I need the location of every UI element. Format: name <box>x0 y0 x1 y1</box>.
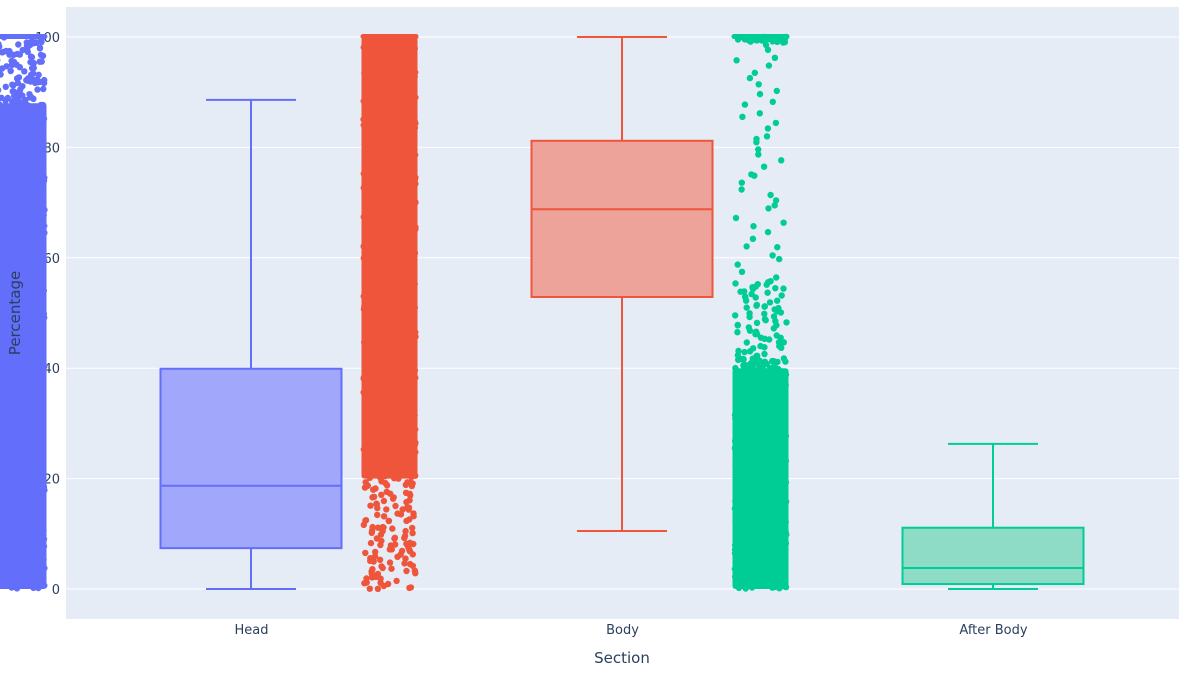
y-tick-label: 80 <box>43 141 60 156</box>
x-axis-tick-labels: Head Body After Body <box>235 623 1028 638</box>
y-axis-title: Percentage <box>6 271 24 355</box>
x-tick-label: After Body <box>959 623 1027 638</box>
trace-after-body[interactable] <box>731 33 1085 592</box>
box-traces <box>0 33 1085 592</box>
iqr-box <box>159 367 343 550</box>
iqr-box <box>530 139 714 298</box>
trace-body[interactable] <box>360 33 714 592</box>
iqr-box <box>901 526 1085 586</box>
scatter-points[interactable] <box>0 34 48 592</box>
scatter-dense-region <box>732 368 789 589</box>
x-tick-label: Body <box>606 623 639 638</box>
box[interactable] <box>530 36 714 533</box>
scatter-top-cluster <box>0 34 48 39</box>
y-tick-label: 40 <box>43 362 60 377</box>
y-tick-label: 0 <box>52 583 60 598</box>
scatter-top-cluster <box>731 34 790 39</box>
scatter-dense-region <box>0 103 47 589</box>
scatter-top-cluster <box>360 34 419 39</box>
scatter-dense-region <box>361 37 418 479</box>
box[interactable] <box>901 442 1085 590</box>
y-tick-label: 60 <box>43 252 60 267</box>
trace-head[interactable] <box>0 34 343 592</box>
scatter-points[interactable] <box>360 33 419 592</box>
x-tick-label: Head <box>235 623 269 638</box>
scatter-points[interactable] <box>731 33 790 592</box>
y-tick-label: 20 <box>43 473 60 488</box>
x-axis-title: Section <box>594 649 650 667</box>
box[interactable] <box>159 98 343 590</box>
